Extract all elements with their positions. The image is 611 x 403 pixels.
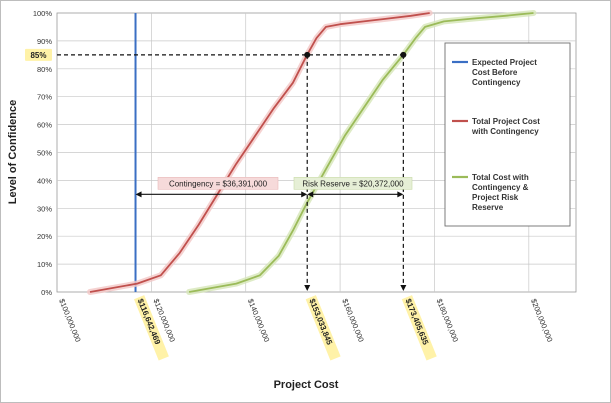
label-box bbox=[157, 177, 279, 190]
legend-label-line2: with Contingency bbox=[471, 127, 539, 136]
legend-item-risk-reserve: Total Cost with Contingency & Project Ri… bbox=[452, 173, 529, 212]
x-highlight-label: $153,033,845 bbox=[305, 295, 341, 361]
series-group bbox=[87, 10, 537, 295]
x-tick-label: $100,000,000 bbox=[57, 297, 83, 343]
legend-label-line3: Project Risk bbox=[472, 193, 519, 202]
x-axis-title: Project Cost bbox=[274, 379, 339, 391]
x-tick-label: $140,000,000 bbox=[246, 297, 272, 343]
arrowhead-down bbox=[400, 285, 407, 291]
legend-label-line1: Expected Project bbox=[472, 58, 537, 67]
label-box bbox=[293, 177, 413, 190]
y-tick-label: 70% bbox=[37, 93, 52, 102]
y-tick-label: 40% bbox=[37, 176, 52, 185]
y-tick-label: 100% bbox=[33, 9, 53, 18]
x-tick-label: $200,000,000 bbox=[529, 297, 555, 343]
series-line-risk-reserve bbox=[188, 12, 534, 293]
intersection-marker bbox=[304, 51, 311, 58]
series-line-contingency bbox=[89, 12, 430, 293]
legend-box bbox=[444, 42, 571, 227]
highlight-text: $173,405,635 bbox=[403, 297, 430, 346]
y-tick-label: 90% bbox=[37, 37, 52, 46]
intersection-marker bbox=[400, 51, 407, 58]
arrowhead-right bbox=[397, 191, 404, 198]
legend-item-contingency: Total Project Cost with Contingency bbox=[452, 117, 540, 136]
highlight-text: $153,033,845 bbox=[307, 297, 334, 346]
x-tick-label: $160,000,000 bbox=[340, 297, 366, 343]
legend-label-line2: Contingency & bbox=[472, 183, 529, 192]
y-tick-label: 60% bbox=[37, 121, 52, 130]
y-tick-label: 10% bbox=[37, 260, 52, 269]
y-tick-label: 20% bbox=[37, 232, 52, 241]
annotations: Contingency = $36,391,000 Risk Reserve = … bbox=[135, 177, 413, 198]
highlight-box bbox=[305, 295, 341, 361]
arrowhead-down bbox=[304, 285, 311, 291]
legend-label-line1: Total Project Cost bbox=[472, 117, 540, 126]
y-highlight-label: 85% bbox=[25, 48, 52, 61]
y-tick-label: 0% bbox=[41, 288, 52, 297]
contingency-label: Contingency = $36,391,000 bbox=[157, 177, 279, 190]
legend-label-line3: Contingency bbox=[472, 78, 521, 87]
x-axis-ticks: $100,000,000 $120,000,000 $140,000,000 $160… bbox=[57, 297, 554, 343]
highlight-box bbox=[25, 48, 52, 61]
risk-reserve-label: Risk Reserve = $20,372,000 bbox=[293, 177, 413, 190]
y-tick-label: 80% bbox=[37, 65, 52, 74]
x-highlight-label: $173,405,635 bbox=[401, 295, 437, 361]
highlight-box bbox=[401, 295, 437, 361]
legend-label-line1: Total Cost with bbox=[472, 173, 529, 182]
label-text: Contingency = $36,391,000 bbox=[169, 179, 268, 188]
legend-label-line4: Reserve bbox=[472, 203, 504, 212]
y-tick-label: 30% bbox=[37, 204, 52, 213]
y-tick-label: 50% bbox=[37, 149, 52, 158]
y-axis-title: Level of Confidence bbox=[7, 100, 19, 205]
highlight-text: 85% bbox=[30, 51, 46, 60]
highlight-box bbox=[133, 295, 169, 361]
label-text: Risk Reserve = $20,372,000 bbox=[302, 179, 404, 188]
y-axis-ticks: 0% 10% 20% 30% 40% 50% 60% 70% 80% 90% 100% bbox=[33, 9, 53, 297]
legend-item-expected: Expected Project Cost Before Contingency bbox=[452, 58, 537, 87]
arrowhead-left bbox=[135, 191, 142, 198]
arrowhead-left bbox=[307, 191, 314, 198]
x-tick-label: $180,000,000 bbox=[435, 297, 461, 343]
arrowhead-right bbox=[301, 191, 308, 198]
legend-label-line2: Cost Before bbox=[472, 68, 518, 77]
